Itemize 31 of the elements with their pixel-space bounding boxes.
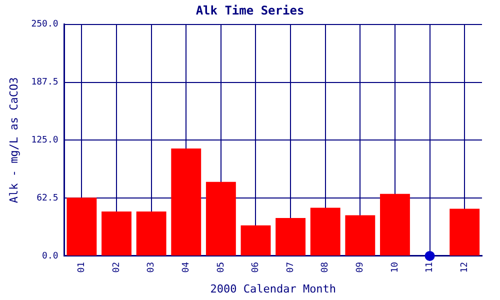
bar xyxy=(136,212,166,256)
y-tick-label: 62.5 xyxy=(36,193,58,204)
x-tick-label: 09 xyxy=(356,262,366,273)
bar xyxy=(380,194,410,256)
bar xyxy=(276,218,306,256)
x-axis-title: 2000 Calendar Month xyxy=(210,282,336,296)
x-tick-label: 01 xyxy=(77,262,88,273)
y-tick-label: 250.0 xyxy=(31,20,58,30)
x-tick-label: 08 xyxy=(320,262,331,273)
bar xyxy=(206,182,236,256)
y-tick-label: 125.0 xyxy=(31,136,58,146)
bar xyxy=(171,148,202,256)
y-tick-label: 187.5 xyxy=(31,78,58,88)
bar xyxy=(240,225,271,256)
x-tick-label: 05 xyxy=(216,262,226,273)
x-tick-label: 06 xyxy=(251,262,262,273)
bar xyxy=(345,215,376,256)
x-tick-label: 03 xyxy=(146,262,157,273)
x-tick-label: 12 xyxy=(460,262,470,273)
bar xyxy=(102,212,132,256)
x-tick-label: 07 xyxy=(286,262,296,273)
x-tick-label: 02 xyxy=(112,262,122,273)
bar xyxy=(66,198,97,256)
chart-title: Alk Time Series xyxy=(196,3,304,18)
x-tick-label: 10 xyxy=(390,262,400,273)
x-tick-label: 11 xyxy=(425,262,436,273)
y-tick-label: 0.0 xyxy=(42,251,58,262)
bar xyxy=(450,208,480,256)
y-axis-title: Alk - mg/L as CaCO3 xyxy=(7,77,20,204)
x-tick-label: 04 xyxy=(181,262,192,273)
bar xyxy=(310,208,340,256)
